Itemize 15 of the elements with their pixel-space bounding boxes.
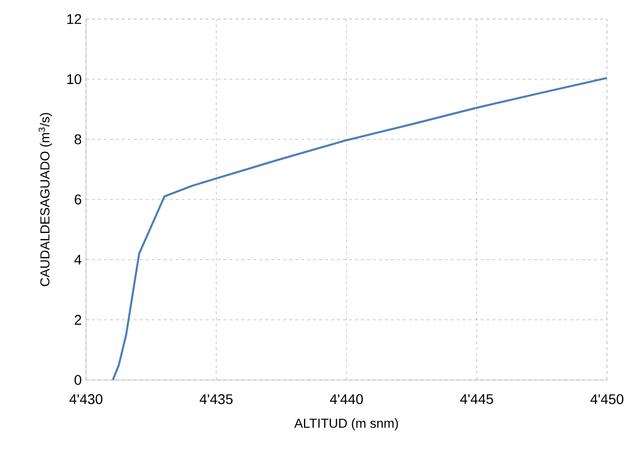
y-tick-label: 2 xyxy=(74,314,82,325)
x-tick-label: 4'440 xyxy=(330,394,363,404)
x-tick-label: 4'430 xyxy=(69,394,102,404)
y-axis-title: CAUDALDESAGUADO (m$^{3}$/s) xyxy=(38,113,52,286)
x-tick-label: 4'450 xyxy=(590,394,624,404)
y-tick-label: 12 xyxy=(67,14,82,24)
x-tick-label: 4'435 xyxy=(200,394,233,404)
y-tick-label: 0 xyxy=(74,375,82,385)
line-series xyxy=(112,76,608,380)
y-tick-label: 6 xyxy=(74,194,82,204)
y-tick-label: 8 xyxy=(74,134,82,144)
x-tick-label: 4'445 xyxy=(460,394,494,404)
x-axis-title: ALTITUD (m snm) xyxy=(294,418,398,430)
y-tick-label: 4 xyxy=(74,254,82,264)
y-tick-label: 10 xyxy=(67,74,82,84)
